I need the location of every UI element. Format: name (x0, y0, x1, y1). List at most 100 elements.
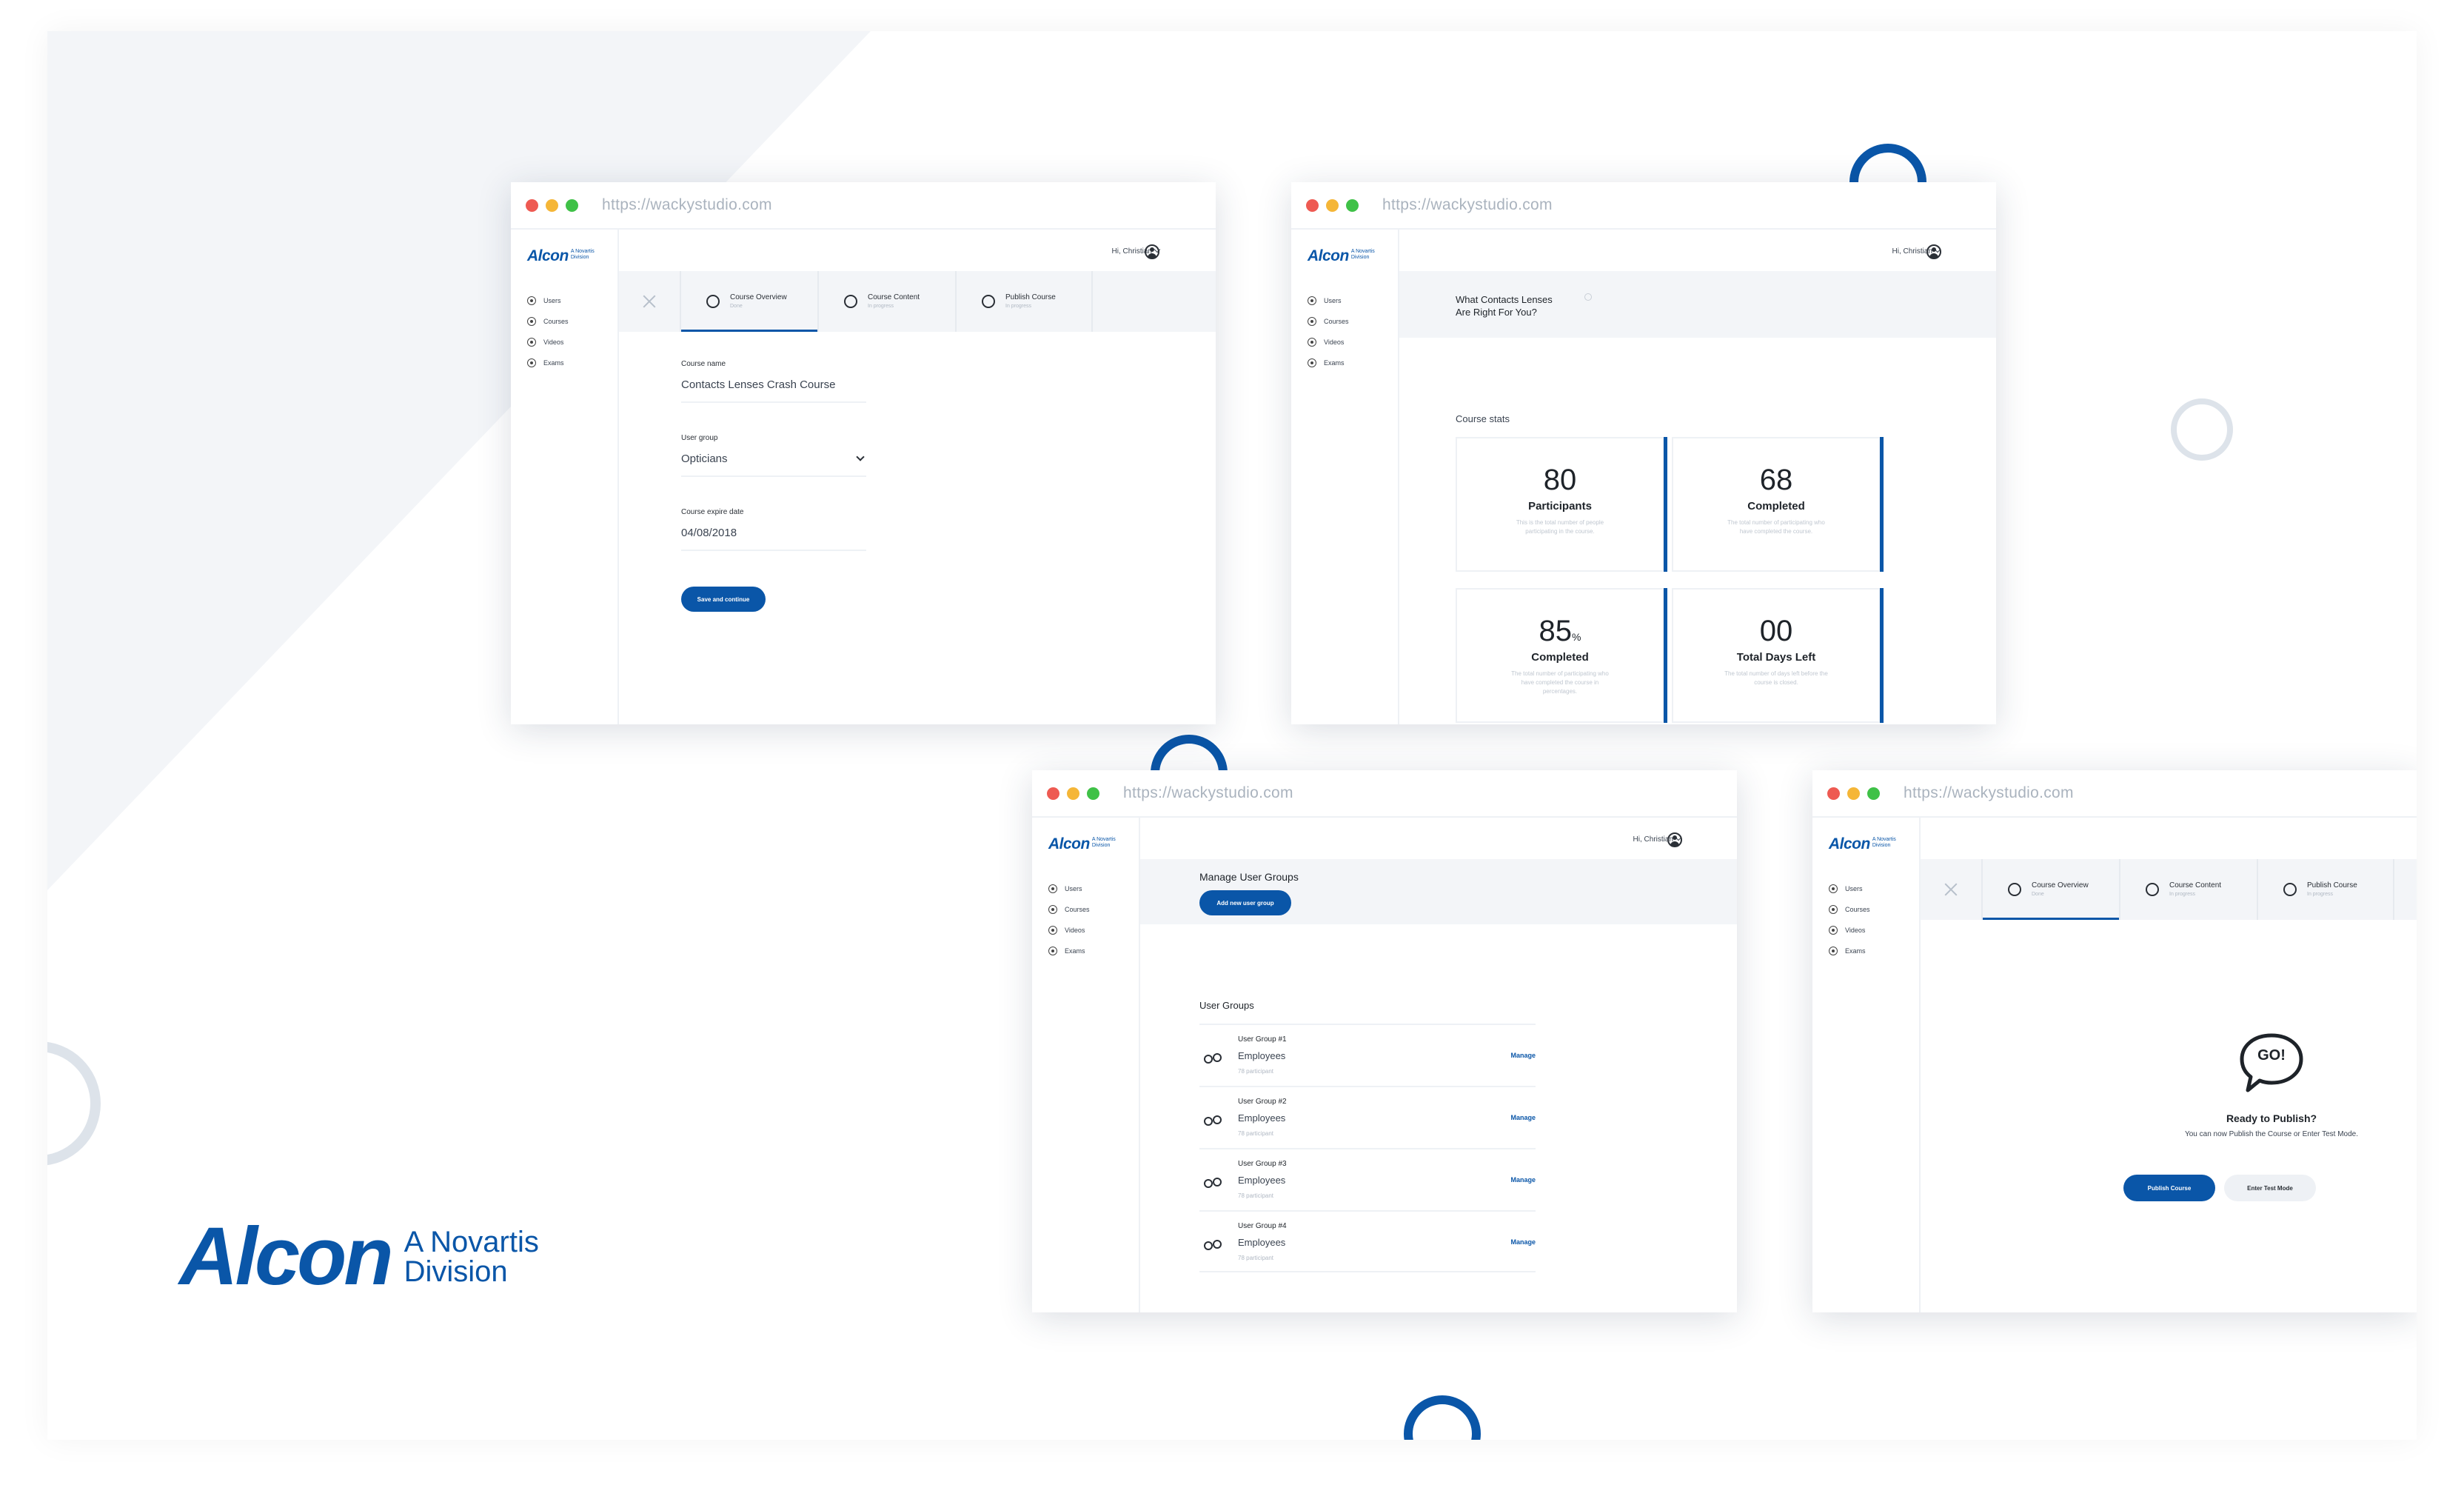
user-group-select[interactable]: Opticians (681, 453, 866, 477)
course-name-label: Course name (681, 360, 726, 368)
course-stepper: Course Overview Done Course Content In pro… (619, 271, 1216, 332)
window-close-dot[interactable] (1306, 198, 1319, 212)
add-user-group-button[interactable]: Add new user group (1199, 890, 1291, 915)
sidebar-item-users[interactable]: Users (527, 290, 569, 311)
manage-link[interactable]: Manage (1510, 1052, 1536, 1059)
topbar: Hi, Christian (1921, 818, 2417, 859)
info-icon[interactable] (1584, 293, 1592, 301)
sidebar-item-exams[interactable]: Exams (1829, 941, 1870, 961)
tab-publish-course[interactable]: Publish Course In progress (955, 271, 1093, 332)
tab-course-overview[interactable]: Course Overview Done (680, 271, 817, 332)
users-group-icon (1204, 1240, 1226, 1253)
browser-course-stats: https://wackystudio.com Alcon A Novartis… (1291, 182, 1996, 724)
decor-ring-right (2171, 398, 2233, 461)
tab-course-content[interactable]: Course Content In progress (817, 271, 955, 332)
browser-publish-course: https://wackystudio.com Alcon A Novartis… (1812, 770, 2417, 1312)
chevron-down-icon (856, 453, 865, 461)
window-maximize-dot[interactable] (1087, 787, 1099, 800)
address-bar[interactable]: https://wackystudio.com (1904, 784, 2074, 801)
app-logo[interactable]: Alcon A Novartis Division (1829, 835, 1896, 852)
address-bar[interactable]: https://wackystudio.com (1123, 784, 1293, 801)
sidebar-item-videos[interactable]: Videos (1308, 332, 1349, 353)
sidebar-nav: Users Courses Videos Exams (1048, 878, 1090, 961)
window-maximize-dot[interactable] (566, 198, 578, 212)
manage-link[interactable]: Manage (1510, 1114, 1536, 1121)
close-icon[interactable] (619, 271, 680, 332)
sidebar-item-courses[interactable]: Courses (527, 311, 569, 332)
page-title: Manage User Groups (1199, 871, 1299, 883)
browser-chrome: https://wackystudio.com (1032, 770, 1737, 818)
play-icon (527, 338, 536, 347)
list-item: User Group #3 Employees 78 participant M… (1199, 1148, 1536, 1210)
address-bar[interactable]: https://wackystudio.com (1382, 196, 1553, 213)
sidebar-item-courses[interactable]: Courses (1048, 899, 1090, 920)
topbar: Hi, Christian (619, 230, 1216, 271)
avatar[interactable] (1667, 832, 1682, 847)
app-logo[interactable]: Alcon A Novartis Division (1308, 247, 1375, 264)
sidebar-item-exams[interactable]: Exams (1048, 941, 1090, 961)
sidebar-item-videos[interactable]: Videos (527, 332, 569, 353)
sidebar-nav: Users Courses Videos Exams (1829, 878, 1870, 961)
window-maximize-dot[interactable] (1867, 787, 1880, 800)
sidebar-item-videos[interactable]: Videos (1829, 920, 1870, 941)
browser-chrome: https://wackystudio.com (1291, 182, 1996, 230)
list-item: User Group #1 Employees 78 participant M… (1199, 1024, 1536, 1086)
courses-icon (527, 317, 536, 326)
manage-link[interactable]: Manage (1510, 1238, 1536, 1246)
save-continue-button[interactable]: Save and continue (681, 587, 766, 612)
sidebar-item-users[interactable]: Users (1829, 878, 1870, 899)
browser-course-overview: https://wackystudio.com Alcon A Novartis… (511, 182, 1216, 724)
window-minimize-dot[interactable] (1067, 787, 1079, 800)
presentation-canvas: https://wackystudio.com Alcon A Novartis… (47, 31, 2417, 1440)
avatar[interactable] (1145, 244, 1159, 259)
window-minimize-dot[interactable] (546, 198, 558, 212)
expire-date-input[interactable]: 04/08/2018 (681, 527, 866, 551)
sidebar-item-exams[interactable]: Exams (527, 353, 569, 373)
user-menu[interactable]: Hi, Christian (1892, 246, 1941, 256)
brand-logo: Alcon A Novartis Division (179, 1211, 539, 1302)
window-close-dot[interactable] (1827, 787, 1840, 800)
tab-course-overview[interactable]: Course Overview Done (1981, 859, 2119, 920)
browser-chrome: https://wackystudio.com (1812, 770, 2417, 818)
sidebar-item-courses[interactable]: Courses (1308, 311, 1349, 332)
course-name-input[interactable]: Contacts Lenses Crash Course (681, 378, 866, 403)
window-minimize-dot[interactable] (1847, 787, 1860, 800)
publish-course-button[interactable]: Publish Course (2123, 1175, 2215, 1201)
user-group-label: User group (681, 434, 718, 442)
list-item: User Group #4 Employees 78 participant M… (1199, 1210, 1536, 1272)
sidebar: Alcon A Novartis Division Users Courses V… (1032, 818, 1140, 1312)
sidebar-item-users[interactable]: Users (1308, 290, 1349, 311)
user-icon (527, 296, 536, 305)
sidebar-item-courses[interactable]: Courses (1829, 899, 1870, 920)
address-bar[interactable]: https://wackystudio.com (602, 196, 772, 213)
tab-course-content[interactable]: Course Content In progress (2119, 859, 2257, 920)
publish-icon (2283, 883, 2297, 896)
speech-bubble-icon (2240, 1033, 2303, 1092)
sidebar: Alcon A Novartis Division Users Courses V… (511, 230, 619, 724)
user-icon (1829, 884, 1838, 893)
app-logo[interactable]: Alcon A Novartis Division (527, 247, 595, 264)
enter-test-mode-button[interactable]: Enter Test Mode (2224, 1175, 2316, 1201)
bubble-text: GO! (2257, 1047, 2286, 1064)
sidebar-item-videos[interactable]: Videos (1048, 920, 1090, 941)
course-stepper: Course Overview Done Course Content In pro… (1921, 859, 2417, 920)
app-logo[interactable]: Alcon A Novartis Division (1048, 835, 1116, 852)
tab-publish-course[interactable]: Publish Course In progress (2257, 859, 2394, 920)
sidebar-item-users[interactable]: Users (1048, 878, 1090, 899)
section-title: Course stats (1456, 413, 1510, 424)
browser-chrome: https://wackystudio.com (511, 182, 1216, 230)
window-maximize-dot[interactable] (1346, 198, 1359, 212)
stat-card-days-left: 00 Total Days Left The total number of d… (1672, 588, 1884, 723)
window-close-dot[interactable] (526, 198, 538, 212)
avatar[interactable] (1926, 244, 1941, 259)
sidebar-item-exams[interactable]: Exams (1308, 353, 1349, 373)
manage-link[interactable]: Manage (1510, 1176, 1536, 1184)
close-icon[interactable] (1921, 859, 1981, 920)
window-minimize-dot[interactable] (1326, 198, 1339, 212)
user-menu[interactable]: Hi, Christian (1633, 834, 1682, 844)
user-icon (1308, 296, 1316, 305)
window-close-dot[interactable] (1047, 787, 1059, 800)
list-item: User Group #2 Employees 78 participant M… (1199, 1086, 1536, 1148)
user-menu[interactable]: Hi, Christian (1112, 246, 1161, 256)
publish-icon (982, 295, 995, 308)
